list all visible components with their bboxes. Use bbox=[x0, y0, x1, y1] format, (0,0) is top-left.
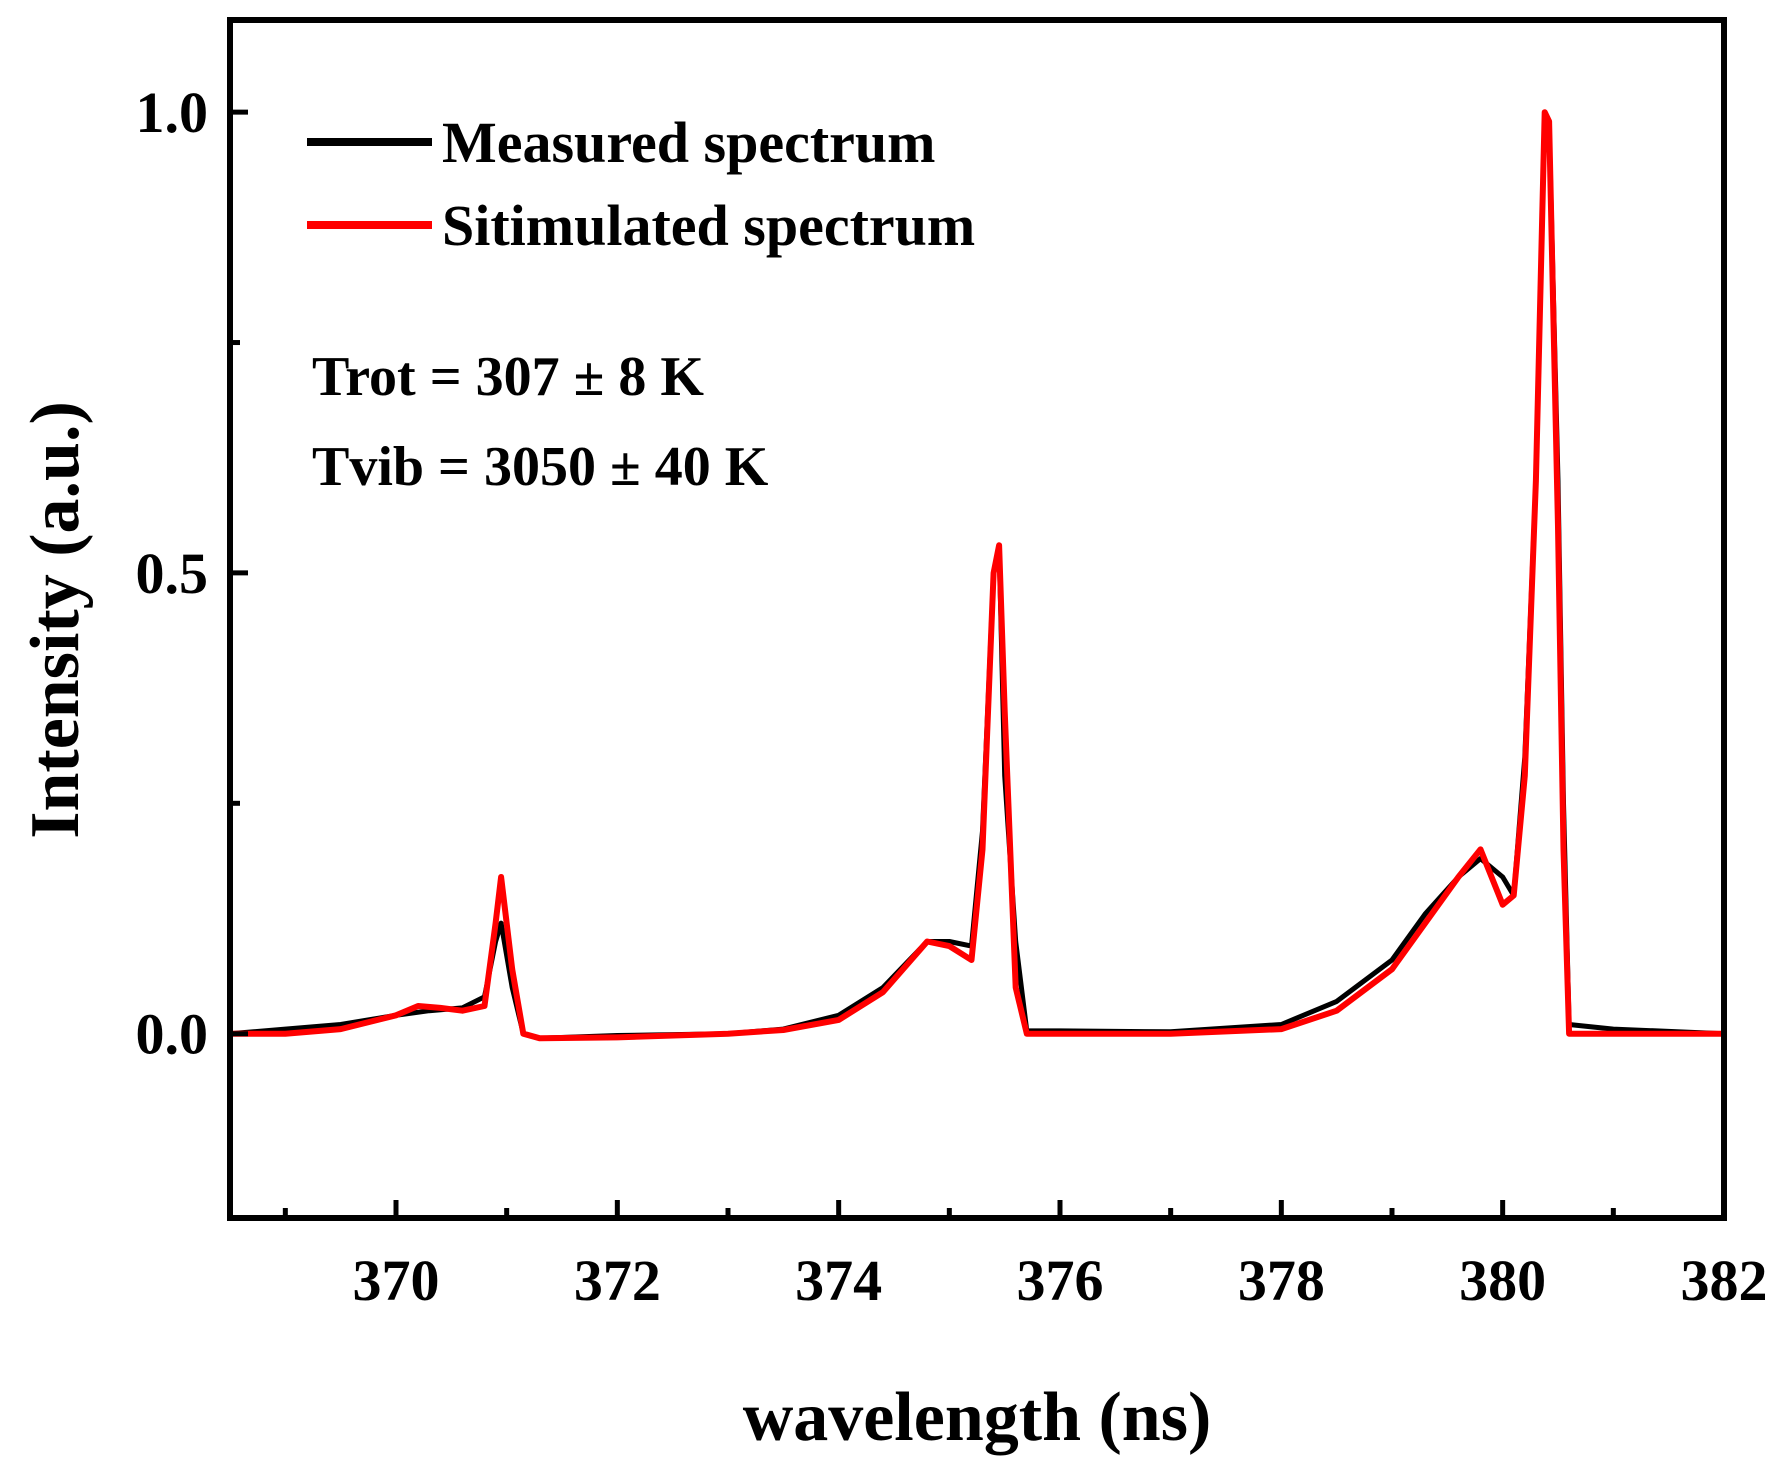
plot-frame bbox=[227, 17, 1727, 1221]
y-tick-label: 0.0 bbox=[136, 1002, 209, 1067]
x-tick-label: 370 bbox=[353, 1248, 440, 1313]
y-tick-label: 1.0 bbox=[136, 80, 209, 145]
x-tick-label: 376 bbox=[1017, 1248, 1104, 1313]
y-axis: 0.0 0.5 1.0 bbox=[136, 80, 248, 1067]
legend-label-simulated: Sitimulated spectrum bbox=[442, 193, 975, 258]
y-axis-title: Intensity (a.u.) bbox=[17, 401, 94, 839]
y-tick-label: 0.5 bbox=[136, 541, 209, 606]
x-tick-label: 380 bbox=[1459, 1248, 1546, 1313]
x-tick-label: 372 bbox=[574, 1248, 661, 1313]
x-tick-label: 382 bbox=[1681, 1248, 1768, 1313]
series-simulated-line bbox=[230, 109, 1724, 1042]
x-tick-label: 374 bbox=[795, 1248, 882, 1313]
legend-label-measured: Measured spectrum bbox=[442, 110, 935, 175]
annotation-trot: Trot = 307 ± 8 K bbox=[312, 346, 704, 408]
series-layer bbox=[229, 109, 1725, 1042]
x-axis-title: wavelength (ns) bbox=[743, 1379, 1212, 1456]
x-tick-label: 378 bbox=[1238, 1248, 1325, 1313]
annotation-tvib: Tvib = 3050 ± 40 K bbox=[312, 436, 769, 498]
x-axis: 370 372 374 376 378 380 382 bbox=[282, 1200, 1768, 1313]
legend: Measured spectrum Sitimulated spectrum bbox=[307, 110, 975, 258]
